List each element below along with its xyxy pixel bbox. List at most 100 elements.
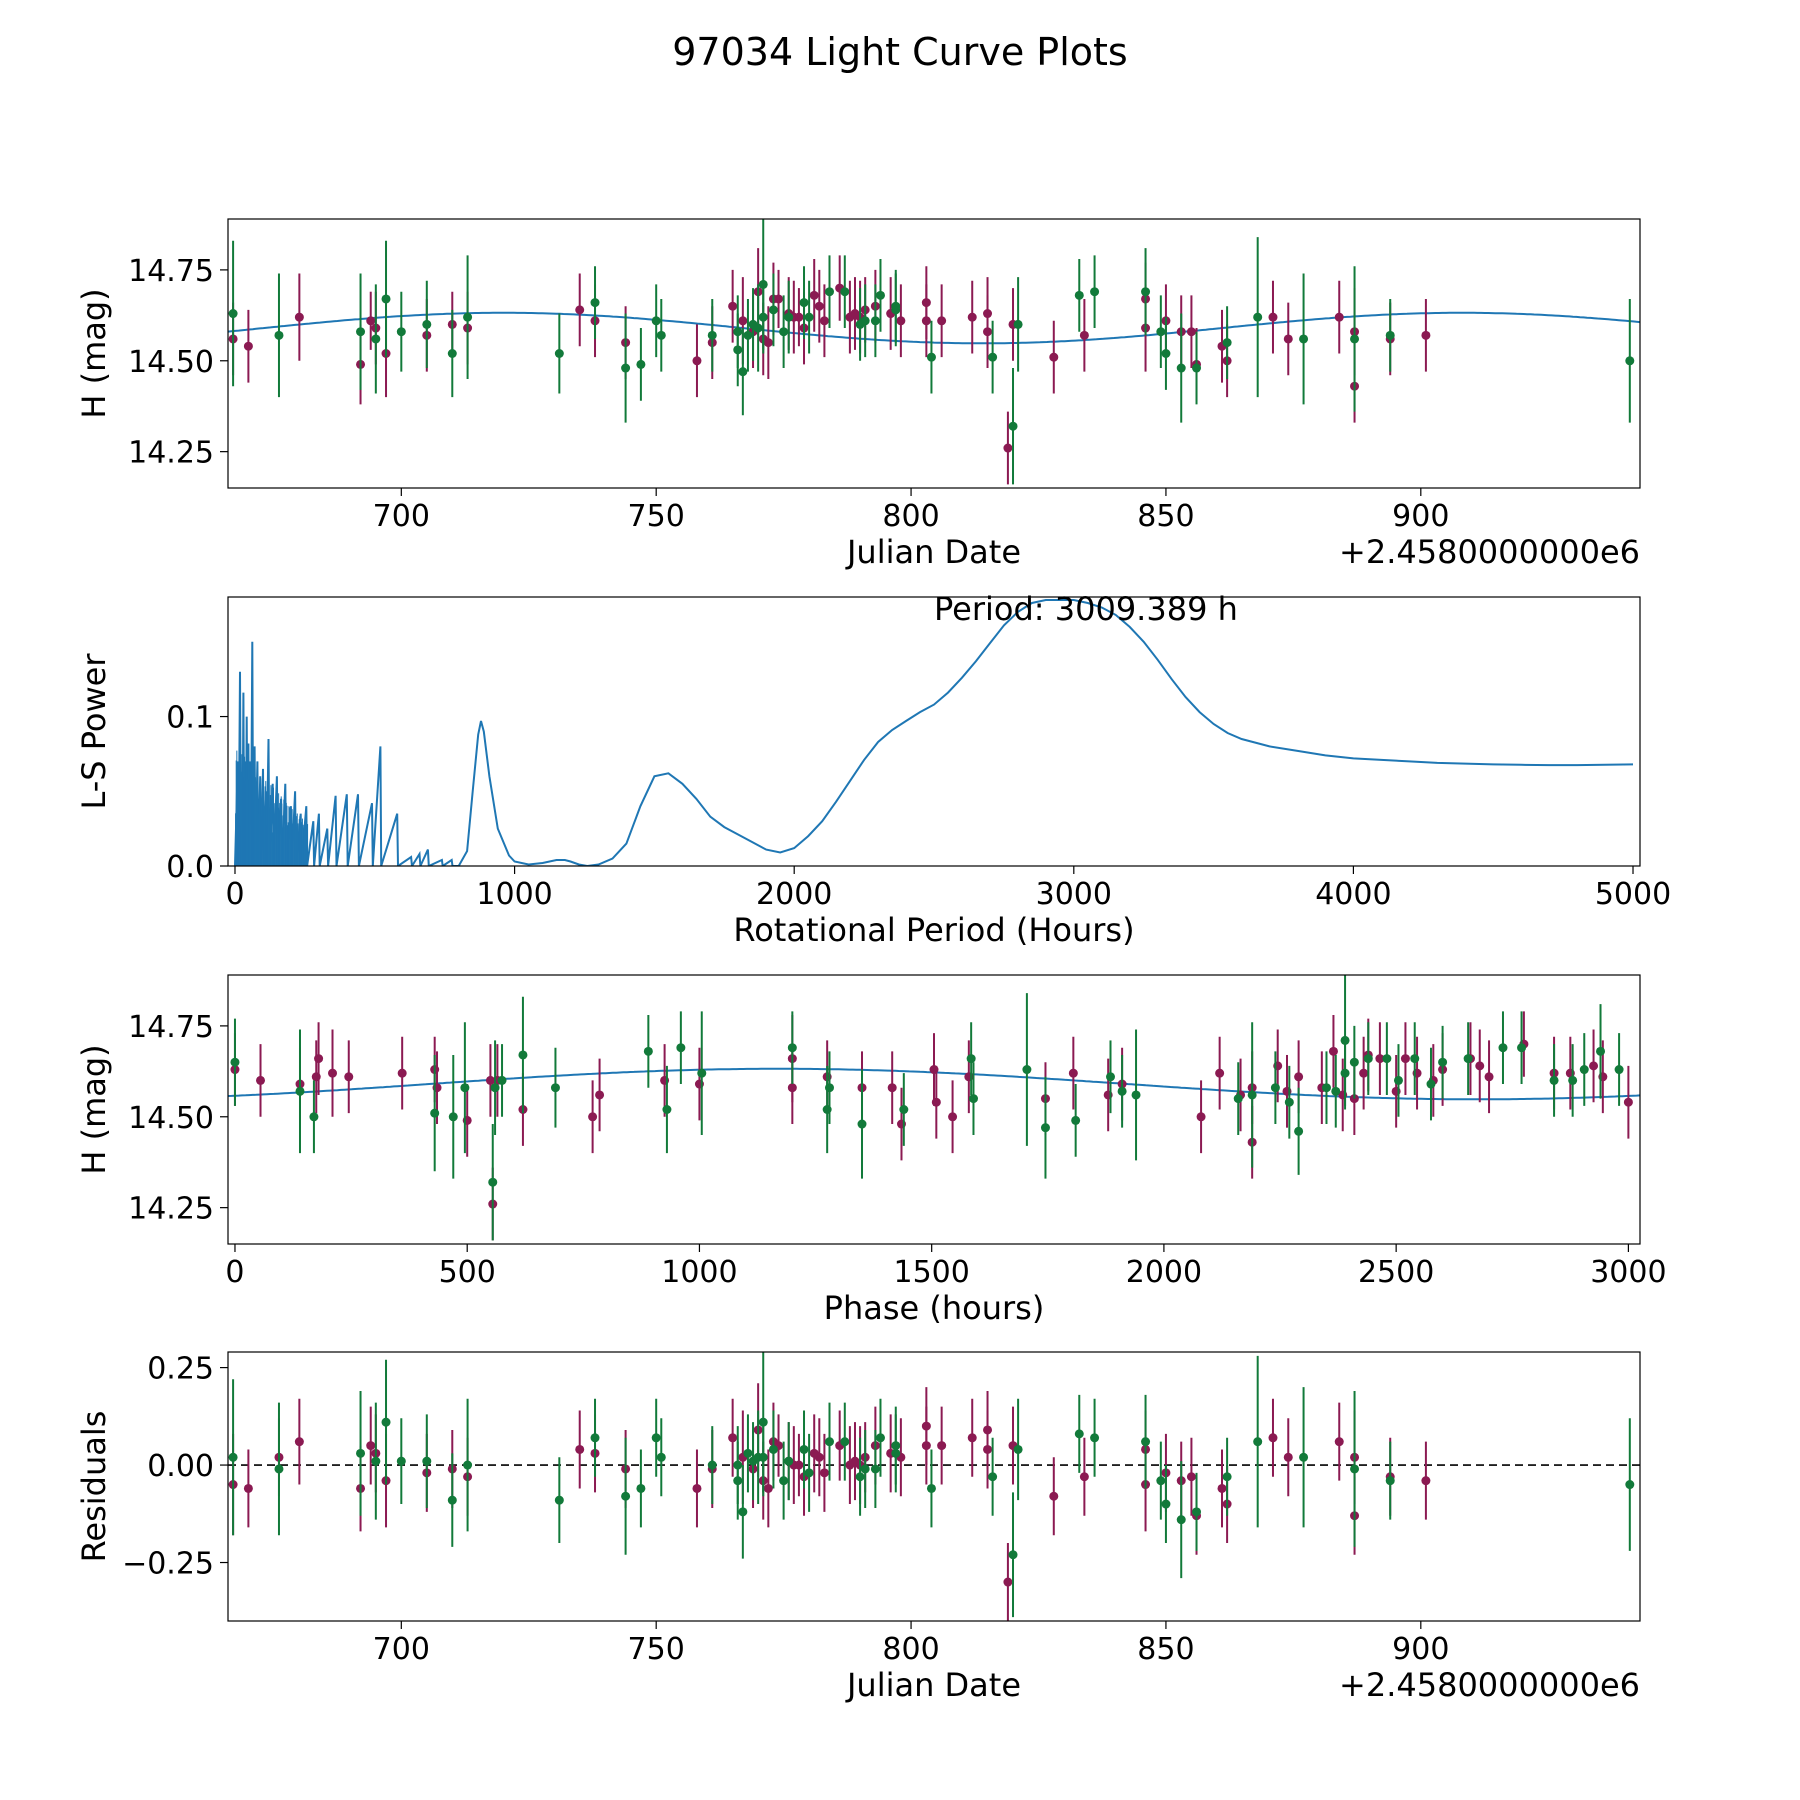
data-point xyxy=(371,1456,381,1466)
data-point xyxy=(1614,1065,1624,1075)
data-point xyxy=(1253,1437,1263,1447)
data-point xyxy=(926,1483,936,1493)
data-point xyxy=(1321,1083,1331,1093)
data-point xyxy=(779,327,789,337)
x-axis-label: Julian Date xyxy=(845,1666,1021,1704)
data-point xyxy=(921,1441,931,1451)
data-point xyxy=(396,327,406,337)
data-point xyxy=(794,1460,804,1470)
data-point xyxy=(243,1483,253,1493)
data-point xyxy=(381,1417,391,1427)
axes-frame xyxy=(227,1351,1641,1622)
data-point xyxy=(983,1444,993,1454)
data-point xyxy=(295,1086,305,1096)
data-point xyxy=(1625,356,1635,366)
data-point xyxy=(230,1057,240,1067)
data-point xyxy=(1410,1054,1420,1064)
data-point xyxy=(1176,1515,1186,1525)
periodogram-panel: 0 1000 2000 3000 4000 5000 0.0 0.1 Rotational Pe… xyxy=(75,590,1671,949)
data-point xyxy=(1013,319,1023,329)
x-tick-label: 3000 xyxy=(1590,1255,1666,1290)
y-tick-label: 14.50 xyxy=(128,345,214,380)
data-point xyxy=(309,1112,319,1122)
data-point xyxy=(371,334,381,344)
data-point xyxy=(967,312,977,322)
x-tick-label: 800 xyxy=(882,499,939,534)
data-point xyxy=(733,345,743,355)
data-point xyxy=(887,1083,897,1093)
data-point xyxy=(422,1456,432,1466)
data-point xyxy=(575,305,585,315)
y-tick-label: 14.50 xyxy=(128,1101,214,1136)
data-point xyxy=(1049,352,1059,362)
data-point xyxy=(1484,1072,1494,1082)
figure-title: 97034 Light Curve Plots xyxy=(672,30,1127,74)
data-point xyxy=(1176,363,1186,373)
data-point xyxy=(1186,327,1196,337)
data-point xyxy=(1393,1075,1403,1085)
data-point xyxy=(768,305,778,315)
data-point xyxy=(590,298,600,308)
x-tick-label: 900 xyxy=(1392,1632,1449,1667)
data-point xyxy=(662,1105,672,1114)
data-point xyxy=(738,1507,748,1517)
phased-data xyxy=(228,975,1640,1241)
data-point xyxy=(784,1456,794,1466)
x-tick-label: 500 xyxy=(439,1255,496,1290)
data-point xyxy=(1350,1464,1360,1474)
x-tick-label: 0 xyxy=(225,877,244,912)
data-point xyxy=(1270,1083,1280,1093)
data-point xyxy=(274,330,284,340)
data-point xyxy=(758,1452,768,1462)
data-point xyxy=(356,1448,366,1458)
data-point xyxy=(1421,1476,1431,1486)
data-point xyxy=(430,1108,440,1118)
data-point xyxy=(870,1464,880,1474)
data-point xyxy=(366,316,376,326)
data-point xyxy=(799,1444,809,1454)
data-point xyxy=(447,349,457,358)
data-point xyxy=(1350,334,1360,344)
data-point xyxy=(1340,1068,1350,1078)
data-point xyxy=(804,1468,814,1478)
data-point xyxy=(926,352,936,362)
data-point xyxy=(463,1460,473,1470)
data-point xyxy=(1222,338,1232,348)
data-point xyxy=(575,1444,585,1454)
data-point xyxy=(554,1495,564,1505)
data-point xyxy=(758,312,768,322)
data-point xyxy=(1498,1043,1508,1053)
residuals-series-1 xyxy=(228,1352,1635,1618)
data-point xyxy=(1438,1057,1448,1067)
lightcurve-data xyxy=(228,219,1640,485)
data-point xyxy=(825,1437,835,1447)
data-point xyxy=(738,367,748,377)
data-point xyxy=(314,1054,324,1064)
data-point xyxy=(1625,1480,1635,1490)
y-axis-label: H (mag) xyxy=(75,288,113,418)
data-point xyxy=(819,316,829,326)
data-point xyxy=(1141,287,1151,297)
periodogram-data xyxy=(234,599,1634,866)
x-tick-label: 1000 xyxy=(476,877,552,912)
data-point xyxy=(656,330,666,340)
x-tick-label: 850 xyxy=(1137,1632,1194,1667)
data-point xyxy=(743,1448,753,1458)
data-point xyxy=(967,1433,977,1443)
data-point xyxy=(1421,330,1431,340)
data-point xyxy=(460,1083,470,1093)
data-point xyxy=(448,1112,458,1122)
data-point xyxy=(1385,330,1395,340)
data-point xyxy=(814,1452,824,1462)
x-tick-label: 4000 xyxy=(1315,877,1391,912)
data-point xyxy=(860,1464,870,1474)
data-point xyxy=(1284,1097,1294,1107)
data-point xyxy=(1003,1577,1013,1587)
data-point xyxy=(921,316,931,326)
data-point xyxy=(875,290,885,300)
data-point xyxy=(1349,1057,1359,1067)
axes-frame xyxy=(227,218,1641,489)
data-point xyxy=(983,327,993,337)
data-point xyxy=(728,1433,738,1443)
data-point xyxy=(1192,1507,1202,1517)
